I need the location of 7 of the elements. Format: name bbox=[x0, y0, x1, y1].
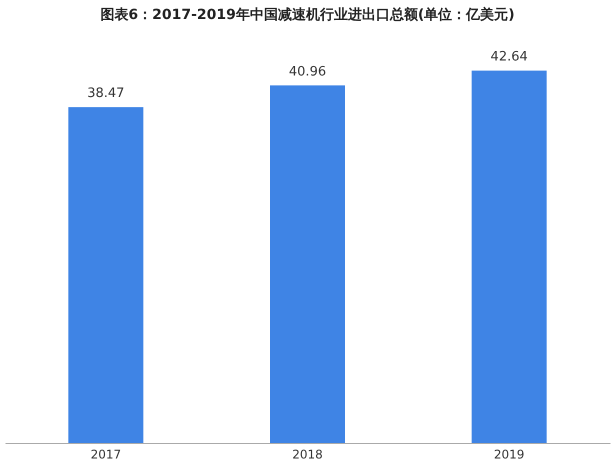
chart-title: 图表6：2017-2019年中国减速机行业进出口总额(单位：亿美元) bbox=[100, 6, 515, 23]
data-label: 38.47 bbox=[87, 86, 124, 102]
x-tick-label: 2017 bbox=[90, 448, 122, 462]
data-label: 40.96 bbox=[288, 64, 326, 80]
data-label: 42.64 bbox=[490, 50, 528, 65]
x-tick-label: 2018 bbox=[292, 448, 323, 462]
x-tick-label: 2019 bbox=[494, 448, 524, 462]
